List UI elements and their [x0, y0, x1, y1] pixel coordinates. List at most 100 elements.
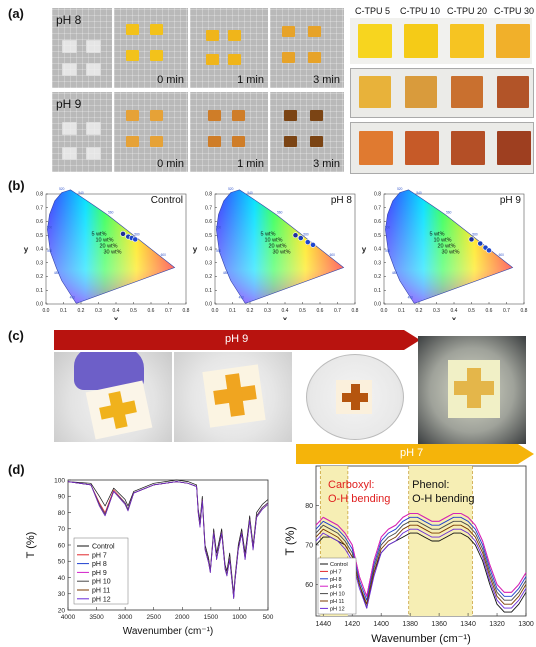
photo-ph8-1min: 1 min [190, 8, 268, 88]
series-line [67, 479, 269, 595]
photo-ph8-initial: pH 8 [52, 8, 112, 88]
y-tick-label: 60 [305, 582, 313, 589]
x-axis-label: x [114, 315, 119, 320]
cross-bar-v [351, 384, 360, 410]
ctpu-square [405, 76, 437, 108]
x-tick-label: 0.5 [130, 308, 137, 314]
panel-c-label: (c) [8, 328, 24, 343]
series-line [315, 520, 527, 605]
x-tick-label: 0.0 [43, 308, 50, 314]
ctpu-label: C-TPU 30 [494, 6, 535, 16]
wavelength-label: 580 [472, 232, 478, 236]
legend-label: Control [92, 544, 115, 551]
data-point [292, 232, 299, 239]
ph9-arrow-shape [54, 330, 420, 350]
ph9-arrow [54, 330, 420, 350]
film-square [208, 110, 221, 121]
legend-label: pH 9 [92, 570, 107, 577]
ctpu-square [450, 24, 484, 58]
time-label: 3 min [313, 74, 340, 86]
x-tick-label: 1400 [373, 621, 389, 628]
ph7-arrow-shape [296, 444, 534, 464]
ctpu-photo-bot [350, 122, 534, 174]
photo-petri-dish [296, 352, 414, 442]
data-point [468, 236, 475, 243]
x-tick-label: 0.6 [486, 308, 493, 314]
x-tick-label: 0.7 [334, 308, 341, 314]
film-square [232, 136, 245, 147]
y-tick-label: 0.2 [374, 274, 381, 280]
y-tick-label: 0.6 [36, 219, 43, 225]
legend-label: pH 8 [92, 561, 107, 568]
y-tick-label: 0.0 [374, 302, 381, 308]
x-tick-label: 0.5 [299, 308, 306, 314]
cross-pattern-yellow [97, 389, 140, 432]
ctpu-square [497, 131, 531, 165]
y-tick-label: 70 [58, 526, 66, 533]
wavelength-label: 460 [239, 296, 245, 300]
cross-pattern-brown [342, 384, 368, 410]
photo-glove-application [54, 352, 172, 442]
time-label: 0 min [157, 158, 184, 170]
y-tick-label: 0.5 [36, 233, 43, 239]
photo-paper-cross [174, 352, 292, 442]
y-tick-label: 90 [58, 494, 66, 501]
cross-pattern-orange [211, 371, 258, 418]
film-square [308, 26, 321, 37]
x-tick-label: 0.0 [381, 308, 388, 314]
legend-label: pH 9 [330, 584, 342, 590]
legend-label: pH 12 [92, 596, 111, 603]
series-label: 20 wt% [438, 243, 456, 249]
time-label: 3 min [313, 158, 340, 170]
film-square [308, 52, 321, 63]
photo-ph8-3min: 3 min [270, 8, 344, 88]
annotation-carboxyl-line2: O-H bending [328, 493, 390, 505]
x-tick-label: 0.2 [416, 308, 423, 314]
y-tick-label: 20 [58, 607, 66, 614]
wavelength-label: 560 [277, 210, 283, 214]
film-square [282, 52, 295, 63]
series-line [315, 516, 527, 601]
y-tick-label: 0.2 [36, 274, 43, 280]
transparent-square [62, 122, 77, 135]
x-tick-label: 0.3 [433, 308, 440, 314]
y-tick-label: 0.4 [374, 247, 381, 253]
wavelength-label: 520 [397, 187, 403, 191]
wavelength-label: 500 [47, 225, 53, 229]
ctpu-label: C-TPU 20 [447, 6, 488, 16]
ctpu-square [451, 76, 483, 108]
photo-ph9-initial: pH 9 [52, 92, 112, 172]
transparent-square [62, 63, 77, 76]
annotation-phenol-line1: Phenol: [412, 479, 449, 491]
cie-chart-title: Control [151, 195, 183, 206]
wavelength-label: 540 [78, 191, 84, 195]
ftir-full-chart: 4000 3500 3000 2500 2000 1500 1000 500 20 30 40 50 6… [25, 477, 274, 637]
x-tick-label: 1500 [204, 614, 219, 621]
annotation-carboxyl-line1: Carboxyl: [328, 479, 374, 491]
film-square [228, 30, 241, 41]
ctpu-square [358, 24, 392, 58]
wavelength-label: 540 [416, 191, 422, 195]
legend-label: Control [330, 562, 348, 568]
ctpu-square [404, 24, 438, 58]
series-line [67, 481, 269, 599]
series-label: 5 wt% [261, 231, 276, 237]
y-tick-label: 0.1 [36, 288, 43, 294]
film-square [310, 136, 323, 147]
annotation-phenol-line2: O-H bending [412, 493, 474, 505]
y-tick-label: 40 [58, 575, 66, 582]
y-axis-label: T (%) [284, 526, 297, 555]
ftir-zoom-chart: 1440 1420 1400 1380 1360 1340 1320 1300 60 70 80 Wa… [284, 465, 534, 645]
x-tick-label: 0.1 [60, 308, 67, 314]
cie-chart-0: 520 540 560 580 600 500 490 480 460 0.0 0.1 0.2 0.3 0… [24, 187, 190, 320]
x-axis-label: Wavenumber (cm⁻¹) [123, 626, 213, 637]
wavelength-label: 560 [108, 210, 114, 214]
y-tick-label: 0.7 [36, 205, 43, 211]
x-tick-label: 0.6 [148, 308, 155, 314]
x-tick-label: 0.4 [113, 308, 120, 314]
y-tick-label: 0.5 [205, 233, 212, 239]
y-tick-label: 80 [305, 503, 313, 510]
wavelength-label: 490 [47, 249, 53, 253]
film-square [208, 136, 221, 147]
cross-bar-v [467, 368, 481, 408]
